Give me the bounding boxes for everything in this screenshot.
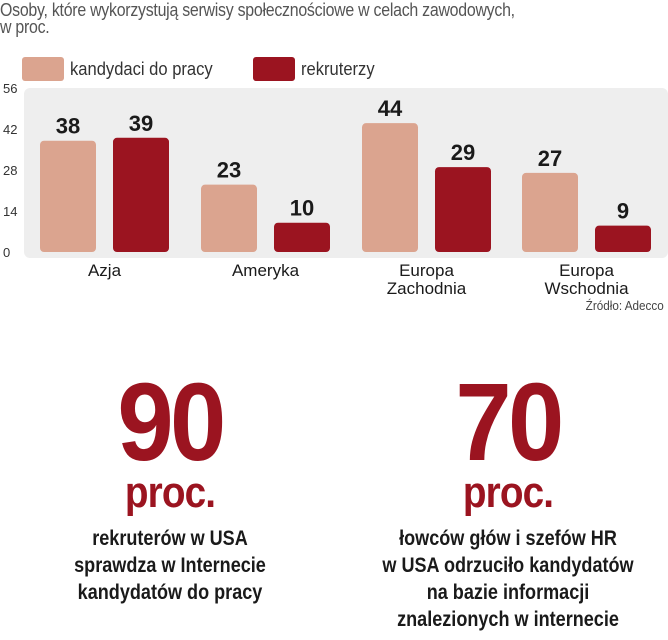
bar-recruiters <box>274 222 330 252</box>
legend-label-candidates: kandydaci do pracy <box>70 58 213 79</box>
bar-candidates <box>522 172 578 252</box>
stat-description: łowców głów i szefów HR w USA odrzuciło … <box>372 525 644 633</box>
x-tick-label: Wschodnia <box>544 279 629 298</box>
legend-swatch-candidates <box>22 57 64 81</box>
x-tick-label: Zachodnia <box>387 279 467 298</box>
data-label: 27 <box>538 146 562 171</box>
title-line: Osoby, które wykorzystują serwisy społec… <box>0 0 515 20</box>
y-tick-label: 14 <box>3 204 17 219</box>
stat-unit: proc. <box>462 468 554 517</box>
stat-desc-line: rekruterów w USA <box>92 527 248 550</box>
legend-label-recruiters: rekruterzy <box>301 58 375 79</box>
x-tick-label: Azja <box>88 261 122 280</box>
y-tick-label: 56 <box>3 82 17 96</box>
data-label: 29 <box>451 140 475 165</box>
stat-desc-line: kandydatów do pracy <box>77 581 263 604</box>
stat-desc-line: sprawdza w Internecie <box>74 554 266 577</box>
source-note: Źródło: Adecco <box>585 298 664 313</box>
legend-item-recruiters: rekruterzy <box>253 57 381 81</box>
plot-panel <box>24 88 668 258</box>
stat-number: 70 <box>455 361 564 484</box>
title-line: w proc. <box>0 16 50 37</box>
bar-candidates <box>201 184 257 252</box>
stat-unit: proc. <box>124 468 216 517</box>
legend-item-candidates: kandydaci do pracy <box>22 57 225 81</box>
stat-description: rekruterów w USA sprawdza w Internecie k… <box>41 525 299 606</box>
bar-recruiters <box>595 225 651 252</box>
legend-swatch-recruiters <box>253 57 296 81</box>
stat-desc-line: na bazie informacji <box>426 581 590 604</box>
bar-candidates <box>40 140 96 252</box>
data-label: 23 <box>217 158 241 183</box>
stat-number: 90 <box>117 361 226 484</box>
bar-recruiters <box>113 137 169 252</box>
x-tick-label: Europa <box>399 261 454 280</box>
data-label: 38 <box>56 114 80 139</box>
legend: kandydaci do pracy rekruterzy <box>22 55 381 83</box>
stat-desc-line: w USA odrzuciło kandydatów <box>382 554 634 577</box>
x-tick-label: Ameryka <box>232 261 300 280</box>
y-tick-label: 42 <box>3 122 17 137</box>
data-label: 10 <box>290 196 314 221</box>
stat-desc-line: znalezionych w internecie <box>397 608 619 631</box>
y-tick-label: 28 <box>3 163 17 178</box>
stat-90: 90 proc. rekruterów w USA sprawdza w Int… <box>20 361 320 606</box>
data-label: 44 <box>378 96 403 121</box>
stat-70: 70 proc. łowców głów i szefów HR w USA o… <box>350 361 666 633</box>
bar-candidates <box>362 123 418 252</box>
data-label: 39 <box>129 111 153 136</box>
x-tick-label: Europa <box>559 261 614 280</box>
chart-title: Osoby, które wykorzystują serwisy społec… <box>0 0 568 37</box>
y-tick-label: 0 <box>3 245 10 260</box>
bar-recruiters <box>435 167 491 252</box>
stat-desc-line: łowców głów i szefów HR <box>399 527 617 550</box>
data-label: 9 <box>617 199 629 224</box>
